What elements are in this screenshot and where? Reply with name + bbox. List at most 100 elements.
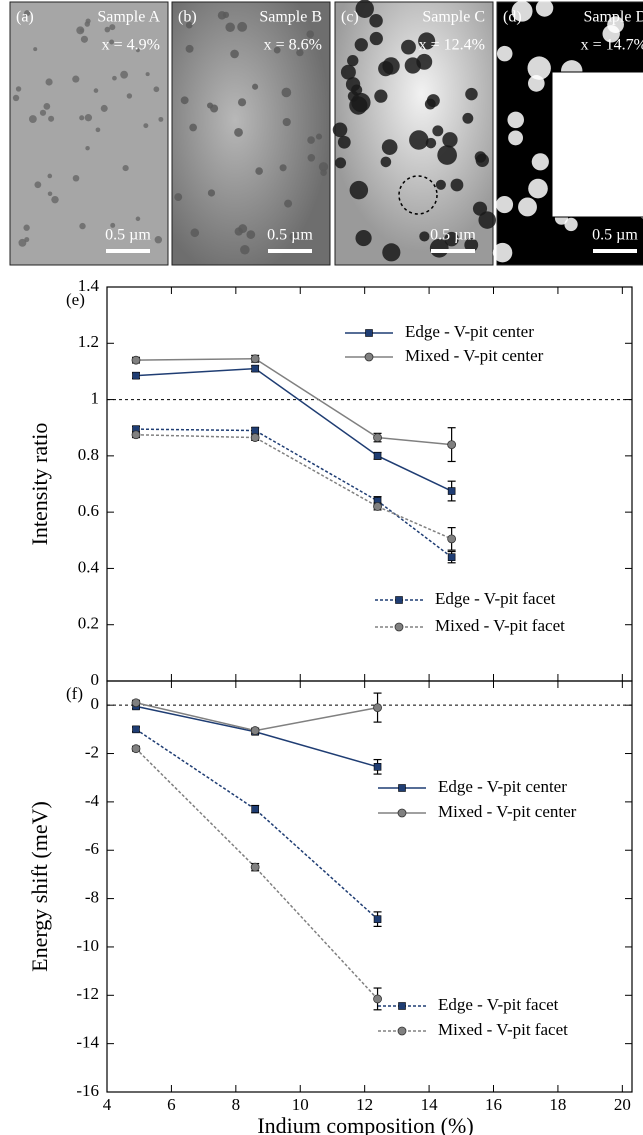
marker	[373, 452, 382, 460]
pit	[409, 130, 429, 150]
y-tick-label: 0.2	[78, 614, 99, 633]
pit	[189, 123, 197, 132]
pit	[281, 87, 292, 98]
y-tick-label: 0	[91, 694, 100, 713]
pit	[246, 230, 256, 239]
pit	[382, 243, 401, 262]
series-line	[135, 702, 378, 732]
pit	[347, 54, 359, 67]
legend-marker	[394, 622, 404, 632]
x-tick-label: 14	[421, 1095, 439, 1114]
pit	[306, 30, 315, 39]
panel-title: Sample A	[97, 9, 160, 26]
y-tick-label: 0	[91, 670, 100, 689]
y-tick-label: -16	[76, 1081, 99, 1100]
pit	[307, 136, 315, 144]
panel-label: (b)	[178, 9, 197, 26]
pit	[564, 217, 578, 232]
marker	[447, 487, 456, 495]
pit	[95, 127, 101, 133]
y-tick-label: -4	[85, 791, 100, 810]
pit	[435, 179, 446, 190]
pit	[126, 93, 133, 99]
legend-label: Edge - V-pit center	[405, 322, 534, 341]
pit	[535, 0, 554, 17]
charts: (e) 0 0.2 0.4 0.6 0.8 1 1.2 1.4 Intensity ratio Ed…	[27, 276, 633, 1135]
pit	[380, 156, 392, 168]
pit	[255, 167, 263, 175]
pit	[84, 114, 93, 122]
pit	[315, 133, 323, 140]
chart: (e) 0 0.2 0.4 0.6 0.8 1 1.2 1.4 Intensity ratio Ed…	[27, 276, 633, 689]
x-tick-label: 20	[614, 1095, 631, 1114]
pit	[234, 128, 243, 137]
pit	[496, 45, 513, 62]
pit	[351, 84, 363, 96]
plot-frame	[106, 680, 633, 1093]
marker	[373, 763, 382, 771]
pit	[318, 162, 329, 172]
legend-label: Edge - V-pit center	[438, 777, 567, 796]
scalebar-label: 0.5 µm	[267, 227, 313, 244]
pit	[72, 174, 80, 182]
legend-marker	[395, 596, 403, 604]
image-panel: (c) Sample C x = 12.4% 0.5 µm	[332, 0, 496, 266]
panel-title: Sample D	[583, 9, 643, 26]
y-axis-title: Intensity ratio	[27, 423, 52, 546]
pit	[206, 102, 214, 109]
marker	[131, 744, 141, 754]
pit	[296, 48, 304, 57]
legend-marker	[398, 784, 406, 792]
pit	[432, 125, 444, 137]
marker	[131, 430, 141, 440]
pit	[531, 153, 549, 171]
chart: (f) -16 -14 -12 -10 -8 -6 -4 -2 0 4 6 8 10 12 14 16 18 20 E…	[27, 680, 633, 1135]
pit	[508, 130, 523, 146]
x-tick-label: 12	[356, 1095, 373, 1114]
pit	[180, 96, 189, 105]
pit	[93, 88, 99, 93]
y-tick-label: 0.8	[78, 445, 99, 464]
pit	[527, 56, 551, 80]
pit	[240, 244, 250, 255]
pit	[34, 181, 42, 189]
series-line	[135, 428, 453, 558]
pit	[507, 111, 525, 129]
pit	[237, 98, 247, 107]
marker	[250, 726, 260, 735]
scalebar-label: 0.5 µm	[430, 227, 476, 244]
marker	[250, 354, 260, 364]
panel-label: (a)	[16, 9, 34, 26]
pit	[511, 0, 533, 22]
panel-label: (c)	[341, 9, 359, 26]
pit	[374, 89, 388, 103]
pit	[100, 104, 108, 112]
pit	[112, 75, 117, 81]
pit	[337, 135, 351, 149]
pit	[28, 115, 37, 123]
pit	[355, 0, 374, 18]
pit	[174, 193, 183, 201]
legend-marker	[398, 1002, 406, 1010]
y-tick-label: -6	[85, 839, 99, 858]
pit	[39, 109, 47, 116]
marker	[373, 703, 382, 712]
pit	[474, 151, 487, 163]
pit	[109, 24, 116, 31]
legend-label: Mixed - V-pit facet	[435, 616, 565, 635]
marker	[373, 502, 382, 511]
panel-label: (f)	[66, 684, 83, 703]
pit	[190, 228, 200, 238]
series-line	[135, 728, 379, 920]
pit	[378, 61, 394, 77]
legend-marker	[397, 808, 407, 818]
legend-label: Mixed - V-pit center	[438, 802, 577, 821]
panel-composition: x = 4.9%	[102, 37, 160, 54]
pit	[444, 231, 459, 247]
pit	[33, 47, 38, 52]
marker	[251, 364, 259, 373]
y-tick-label: -12	[76, 984, 99, 1003]
pit	[381, 139, 398, 155]
pit	[450, 178, 464, 192]
x-tick-label: 18	[549, 1095, 566, 1114]
